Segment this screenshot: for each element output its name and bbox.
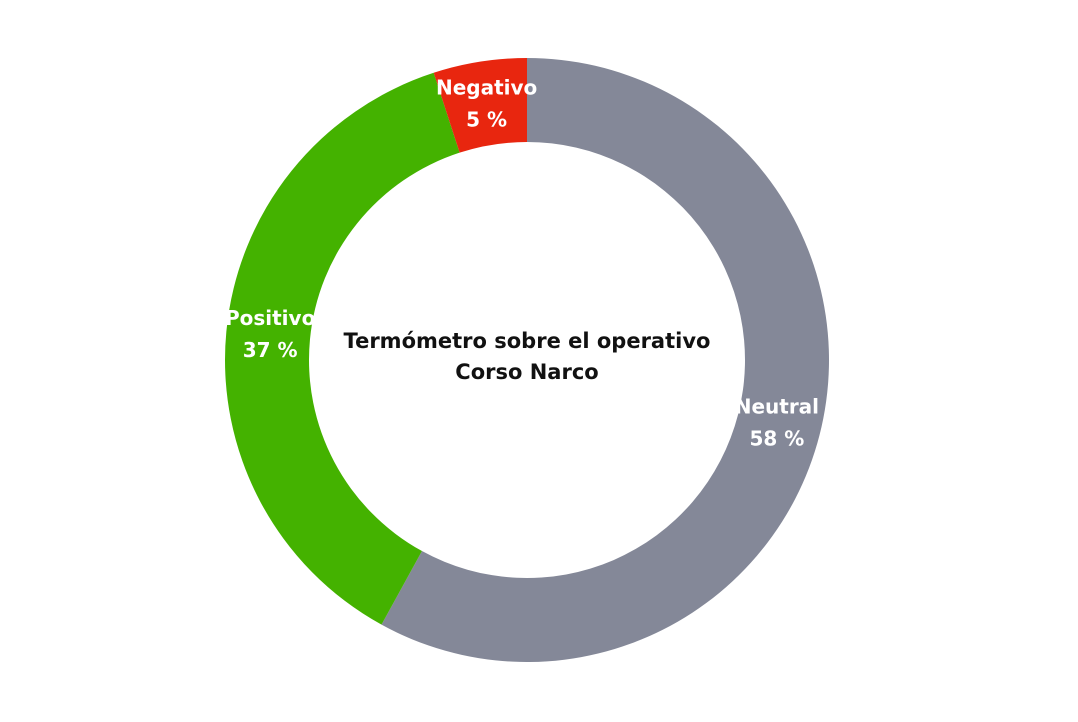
slice-value-label: 37 % <box>243 338 298 362</box>
chart-title: Termómetro sobre el operativo Corso Narc… <box>343 329 711 384</box>
donut-slice <box>381 58 830 662</box>
slice-value-label: 58 % <box>749 427 804 451</box>
slice-category-label: Positivo <box>225 306 315 330</box>
donut-slice <box>433 58 527 153</box>
slice-value-label: 5 % <box>466 108 507 132</box>
donut-slice <box>225 72 460 625</box>
slice-category-label: Neutral <box>735 395 819 419</box>
slice-category-label: Negativo <box>436 76 537 100</box>
